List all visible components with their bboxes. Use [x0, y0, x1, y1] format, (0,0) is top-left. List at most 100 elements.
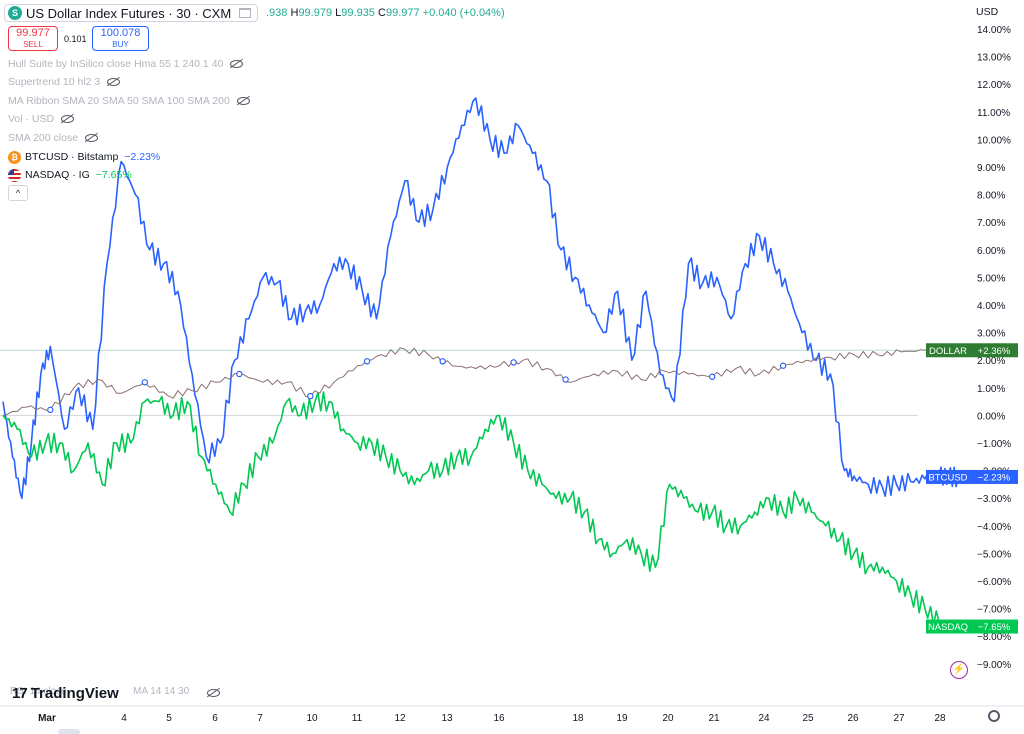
event-marker[interactable] [363, 358, 371, 365]
y-tick-label: −5.00% [977, 549, 1011, 560]
y-tick-label: 8.00% [977, 191, 1005, 202]
y-tick-label: 10.00% [977, 135, 1011, 146]
time-scrollbar[interactable] [58, 729, 80, 734]
y-tick-label: −3.00% [977, 494, 1011, 505]
event-marker[interactable] [141, 379, 149, 386]
indicator-ma-ribbon[interactable]: MA Ribbon SMA 20 SMA 50 SMA 100 SMA 200 [8, 94, 250, 108]
x-tick-label: 10 [306, 713, 318, 724]
event-marker[interactable] [439, 358, 446, 365]
indicator-label: MA Ribbon SMA 20 SMA 50 SMA 100 SMA 200 [8, 95, 230, 107]
eye-hidden-icon[interactable] [230, 60, 244, 68]
indicator-hull-suite[interactable]: Hull Suite by InSilico close Hma 55 1 24… [8, 57, 244, 71]
us-flag-icon [8, 168, 21, 182]
y-tick-label: 14.00% [977, 25, 1011, 36]
y-tick-label: −9.00% [977, 660, 1011, 671]
currency-selector[interactable]: USD [976, 6, 999, 18]
series-line-nasdaq[interactable] [2, 391, 959, 631]
buy-button[interactable]: 100.078 BUY [92, 26, 149, 51]
gear-icon[interactable] [988, 710, 1000, 722]
x-tick-label: 21 [708, 713, 720, 724]
x-tick-label: 26 [847, 713, 859, 724]
event-marker[interactable] [307, 392, 314, 400]
collapse-legend-button[interactable]: ^ [8, 185, 28, 201]
eye-hidden-icon[interactable] [207, 689, 220, 697]
eye-hidden-icon[interactable] [236, 97, 250, 105]
indicator-sma-200[interactable]: SMA 200 close [8, 131, 99, 145]
series-markers [47, 358, 787, 414]
tag-value: −2.23% [978, 472, 1011, 483]
y-tick-label: 2.00% [977, 356, 1005, 367]
sell-button[interactable]: 99.977 SELL [8, 26, 58, 51]
indicator-label: Supertrend 10 hl2 3 [8, 76, 101, 88]
indicator-label: Vol · USD [8, 113, 55, 125]
compare-nasdaq[interactable]: NASDAQ · IG −7.65% [8, 168, 132, 182]
buy-label: BUY [112, 40, 129, 49]
x-tick-label: 4 [121, 713, 127, 724]
eye-hidden-icon[interactable] [61, 115, 75, 123]
series-line-btcusd[interactable] [2, 97, 959, 500]
event-marker[interactable] [708, 373, 716, 380]
compare-change: −7.65% [95, 169, 132, 181]
high-value: 99.979 [298, 7, 333, 19]
event-marker[interactable] [236, 370, 243, 378]
compare-btcusd[interactable]: ₿ BTCUSD · Bitstamp −2.23% [8, 150, 160, 164]
price-tag-nasdaq[interactable]: NASDAQ −7.65% [926, 619, 1018, 634]
y-tick-label: 6.00% [977, 246, 1005, 257]
symbol-header[interactable]: S US Dollar Index Futures · 30 · CXM [4, 4, 259, 22]
tag-name-box [926, 619, 970, 634]
price-tag-dollar[interactable]: DOLLAR +2.36% [926, 343, 1018, 358]
time-scale[interactable]: Mar 4 5 6 7 10 11 12 13 16 18 19 20 21 24 25 26 27 28 [0, 705, 1024, 724]
x-tick-label: 27 [893, 713, 905, 724]
indicator-supertrend[interactable]: Supertrend 10 hl2 3 [8, 75, 121, 89]
x-tick-label: 16 [493, 713, 505, 724]
x-tick-label: 6 [212, 713, 218, 724]
flag-icon[interactable] [239, 8, 252, 18]
spread-value: 0.101 [64, 34, 87, 44]
x-tick-label: Mar [38, 713, 56, 724]
y-tick-label: 9.00% [977, 163, 1005, 174]
indicator-label: Hull Suite by InSilico close Hma 55 1 24… [8, 58, 224, 70]
low-key: L [335, 7, 342, 19]
lightning-icon[interactable]: ⚡ [950, 661, 968, 679]
price-series-layer [2, 97, 959, 631]
tag-value-box [970, 619, 1018, 634]
price-tags: DOLLAR +2.36% BTCUSD −2.23% NASDAQ −7.65% [926, 343, 1018, 634]
x-tick-label: 7 [257, 713, 263, 724]
rsi-values: MA 14 14 30 [133, 686, 190, 697]
event-marker[interactable] [779, 362, 787, 369]
open-value: .938 [266, 7, 288, 19]
event-marker[interactable] [47, 406, 54, 414]
x-tick-label: 20 [662, 713, 674, 724]
x-tick-label: 28 [934, 713, 946, 724]
tag-value-box [970, 343, 1018, 358]
tag-name-box [926, 343, 970, 358]
tag-value-box [970, 469, 1018, 484]
indicator-volume[interactable]: Vol · USD [8, 112, 75, 126]
ohlc-values: .938 H99.979 L99.935 C99.977 +0.040 (+0.… [266, 7, 505, 19]
y-tick-label: −7.00% [977, 605, 1011, 616]
y-tick-label: 3.00% [977, 329, 1005, 340]
compare-name: NASDAQ · IG [25, 169, 90, 181]
compare-name: BTCUSD · Bitstamp [25, 151, 119, 163]
y-tick-label: 12.00% [977, 80, 1011, 91]
series-line-dollar[interactable] [2, 346, 959, 416]
eye-hidden-icon[interactable] [107, 78, 121, 86]
event-marker[interactable] [562, 376, 569, 383]
x-tick-label: 13 [441, 713, 453, 724]
y-tick-label: −1.00% [977, 439, 1011, 450]
price-tag-btcusd[interactable]: BTCUSD −2.23% [926, 469, 1018, 484]
change-value: +0.040 (+0.04%) [422, 7, 505, 19]
tradingview-logo[interactable]: 17 TradingView [12, 685, 119, 702]
brand-name: TradingView [30, 685, 119, 702]
symbol-title[interactable]: US Dollar Index Futures · 30 · CXM [26, 5, 232, 21]
symbol-logo-icon: S [8, 6, 22, 20]
event-marker[interactable] [510, 359, 517, 366]
tag-name: BTCUSD [928, 472, 967, 483]
tag-name: NASDAQ [928, 622, 968, 633]
y-tick-label: 0.00% [977, 411, 1005, 422]
y-tick-label: 1.00% [977, 384, 1005, 395]
y-tick-label: 7.00% [977, 218, 1005, 229]
x-tick-label: 24 [758, 713, 770, 724]
eye-hidden-icon[interactable] [85, 134, 99, 142]
